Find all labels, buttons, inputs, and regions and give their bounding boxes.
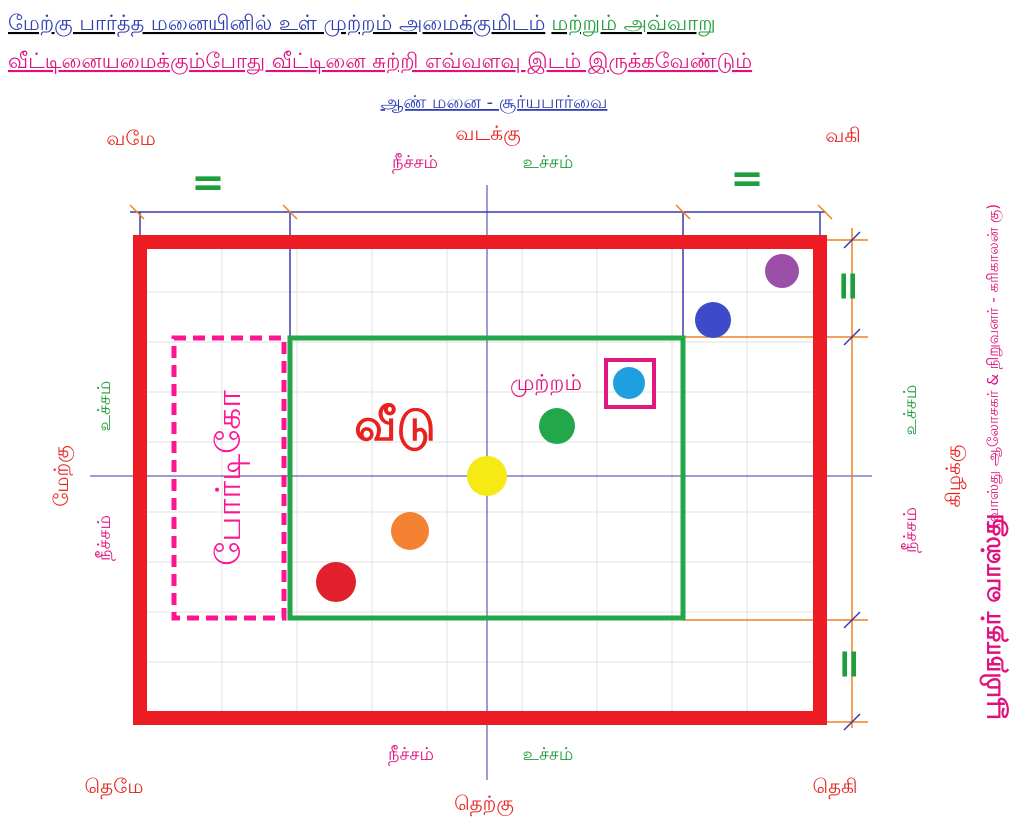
author: (வாஸ்து ஆலோசகர் & நிறுவனர் - கரிகாலன் கு… bbox=[984, 204, 1003, 528]
status-label: நீச்சம் bbox=[900, 507, 922, 553]
marker bbox=[695, 302, 731, 338]
portico-outline bbox=[171, 335, 287, 621]
direction: வமே bbox=[106, 126, 155, 150]
status-label: உச்சம் bbox=[523, 152, 574, 173]
brand: பூமிநாதர் வாஸ்து bbox=[977, 514, 1009, 720]
directions: வமே வடக்கு வகி தெமே தெற்கு தெகி மேற்கு க… bbox=[49, 121, 966, 816]
title-part: மற்றும் அவ்வாறு bbox=[551, 11, 715, 36]
direction: மேற்கு bbox=[49, 445, 74, 507]
plot-boundary bbox=[133, 235, 827, 725]
title-part: மேற்கு பார்த்த மனையினில் உள் முற்றம் அமை… bbox=[8, 11, 545, 37]
direction: தெற்கு bbox=[454, 791, 514, 816]
status-label: உச்சம் bbox=[94, 381, 115, 432]
equal-sign: = bbox=[825, 269, 871, 303]
status-label: உச்சம் bbox=[900, 385, 921, 436]
status-label: உச்சம் bbox=[523, 744, 574, 765]
direction: வகி bbox=[825, 123, 861, 147]
title-line1: மேற்கு பார்த்த மனையினில் உள் முற்றம் அமை… bbox=[8, 11, 716, 37]
marker bbox=[316, 562, 356, 602]
courtyard-label: முற்றம் bbox=[510, 371, 582, 397]
marker bbox=[391, 512, 429, 550]
status-labels: நீச்சம் உச்சம் நீச்சம் உச்சம் உச்சம் நீச… bbox=[94, 152, 922, 766]
status-label: நீச்சம் bbox=[388, 744, 434, 766]
house-label: வீடு bbox=[354, 400, 435, 451]
equal-signs: = = = = bbox=[191, 156, 872, 681]
equal-sign: = bbox=[730, 156, 764, 202]
grid bbox=[140, 242, 820, 718]
direction: வடக்கு bbox=[455, 121, 521, 146]
marker bbox=[765, 254, 799, 288]
portico-label: போர்டிகோ bbox=[209, 390, 250, 566]
right-ticks bbox=[843, 231, 861, 731]
courtyard-outline bbox=[604, 358, 656, 409]
direction: தெமே bbox=[85, 774, 144, 799]
subtitle: ஆண் மனை - சூர்யபார்வை bbox=[381, 92, 608, 114]
top-ticks bbox=[129, 204, 833, 220]
marker bbox=[467, 456, 507, 496]
house-outline bbox=[287, 335, 686, 621]
equal-sign: = bbox=[826, 647, 872, 681]
direction: தெகி bbox=[813, 774, 858, 799]
marker bbox=[539, 408, 575, 444]
equal-sign: = bbox=[191, 160, 225, 206]
marker bbox=[613, 367, 645, 399]
title-line2: வீட்டினையமைக்கும்போது வீட்டினை சுற்றி எவ… bbox=[8, 49, 752, 74]
status-label: நீச்சம் bbox=[94, 515, 116, 561]
direction: கிழக்கு bbox=[941, 445, 966, 508]
markers bbox=[316, 254, 799, 602]
status-label: நீச்சம் bbox=[392, 152, 438, 174]
